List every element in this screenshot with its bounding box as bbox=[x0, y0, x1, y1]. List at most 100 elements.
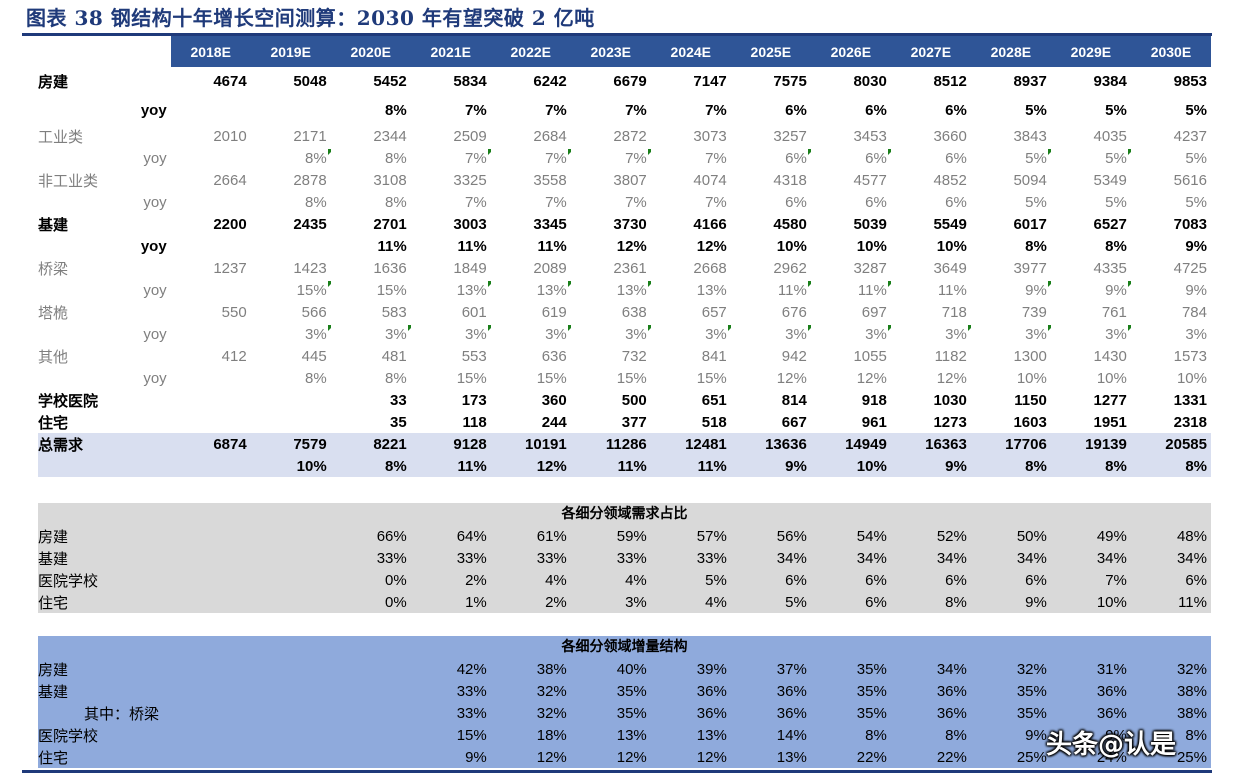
cell-value: 34% bbox=[856, 549, 887, 567]
cell-value: 66% bbox=[376, 527, 407, 545]
row-label: 房建 bbox=[38, 660, 69, 679]
cell-value: 10% bbox=[1131, 367, 1211, 389]
cell-value: 32% bbox=[1176, 660, 1207, 678]
cell-value: 7083 bbox=[1131, 213, 1211, 235]
cell-value: 20585 bbox=[1130, 433, 1211, 455]
cell-value: 3% bbox=[811, 323, 891, 345]
cell-value: 33% bbox=[456, 549, 487, 567]
row-label: 塔桅 bbox=[38, 303, 69, 322]
cell-text: 8% bbox=[385, 193, 407, 211]
cell-value: 718 bbox=[891, 301, 971, 323]
table-row: yoy 8% 8% 15% 15% 15% 15% 12% 12% 12% 10% 10% 10% bbox=[38, 367, 1211, 389]
cell-value: 12481 bbox=[650, 433, 731, 455]
cell-value: 6% bbox=[1185, 571, 1207, 589]
cell-value: 36% bbox=[776, 704, 807, 722]
cell-value: 8030 bbox=[811, 67, 891, 96]
cell-value bbox=[171, 367, 251, 389]
cell-value: 553 bbox=[411, 345, 491, 367]
cell-value: 9384 bbox=[1051, 67, 1131, 96]
cell-value bbox=[251, 389, 331, 411]
cell-text: 19139 bbox=[1085, 435, 1127, 453]
cell-text: 3073 bbox=[693, 127, 727, 145]
cell-value: 12% bbox=[490, 455, 571, 477]
cell-text: 761 bbox=[1101, 303, 1127, 321]
cell-value: 3108 bbox=[331, 169, 411, 191]
cell-text: 6527 bbox=[1093, 215, 1127, 233]
cell-text: 2664 bbox=[213, 171, 247, 189]
row-label bbox=[38, 279, 130, 301]
cell-value: 2344 bbox=[331, 125, 411, 147]
cell-value: 8% bbox=[331, 191, 411, 213]
cell-value: 19139 bbox=[1050, 433, 1131, 455]
cell-text: 244 bbox=[541, 413, 567, 431]
cell-text: 2089 bbox=[533, 259, 567, 277]
cell-value: 9% bbox=[730, 455, 811, 477]
cell-value: 7% bbox=[651, 147, 731, 169]
cell-value: 8% bbox=[945, 593, 967, 611]
cell-value bbox=[331, 702, 411, 724]
cell-value bbox=[171, 235, 251, 257]
cell-value: 6% bbox=[945, 571, 967, 589]
increment-structure-section: 各细分领域增量结构 房建 42% 38% 40% 39% 37% 35% 34% 32% 31% 3… bbox=[38, 636, 1211, 768]
cell-text: 9% bbox=[1185, 237, 1207, 255]
cell-value: 6% bbox=[891, 147, 971, 169]
cell-value: 8% bbox=[251, 147, 331, 169]
cell-value bbox=[331, 724, 411, 746]
cell-value: 9% bbox=[1025, 726, 1047, 744]
cell-text: 3325 bbox=[453, 171, 487, 189]
cell-text: 2344 bbox=[373, 127, 407, 145]
cell-text: 3345 bbox=[533, 215, 567, 233]
row-label bbox=[38, 367, 130, 389]
cell-value: 11% bbox=[650, 455, 731, 477]
cell-value: 34% bbox=[1096, 549, 1127, 567]
cell-value bbox=[171, 746, 251, 768]
cell-text: 4674 bbox=[213, 73, 247, 90]
cell-text: 5549 bbox=[933, 215, 967, 233]
cell-text: 961 bbox=[861, 413, 887, 431]
header-blank bbox=[38, 36, 130, 67]
cell-text: 3003 bbox=[453, 215, 487, 233]
cell-text: 1603 bbox=[1013, 413, 1047, 431]
cell-text: 12% bbox=[936, 369, 967, 387]
cell-value: 9% bbox=[1131, 235, 1211, 257]
cell-value: 2962 bbox=[731, 257, 811, 279]
cell-text: 11% bbox=[697, 457, 727, 475]
cell-text: 739 bbox=[1021, 303, 1047, 321]
cell-value: 16363 bbox=[890, 433, 971, 455]
cell-text: 481 bbox=[381, 347, 407, 365]
cell-value: 118 bbox=[411, 411, 491, 433]
year-header-row: 2018E 2019E 2020E 2021E 2022E 2023E 2024E 2025E… bbox=[38, 36, 1211, 67]
cell-value: 5% bbox=[705, 571, 727, 589]
row-label bbox=[38, 323, 130, 345]
cell-value bbox=[251, 746, 331, 768]
cell-value: 2% bbox=[545, 593, 567, 611]
cell-text: 412 bbox=[221, 347, 247, 365]
cell-text: 4166 bbox=[693, 215, 727, 233]
cell-value: 36% bbox=[1096, 704, 1127, 722]
cell-value: 7% bbox=[651, 191, 731, 213]
cell-text: 5% bbox=[1025, 193, 1047, 211]
cell-value: 22% bbox=[936, 748, 967, 766]
cell-text: 3649 bbox=[933, 259, 967, 277]
cell-value: 583 bbox=[331, 301, 411, 323]
cell-text-with-comment-flag: 6% bbox=[865, 148, 891, 167]
cell-text: 20585 bbox=[1165, 435, 1207, 453]
cell-value: 34% bbox=[936, 660, 967, 678]
cell-value: 8221 bbox=[330, 433, 411, 455]
cell-value: 5% bbox=[1131, 96, 1211, 125]
cell-text: 4577 bbox=[853, 171, 887, 189]
cell-text: 2509 bbox=[453, 127, 487, 145]
cell-value: 7% bbox=[571, 147, 651, 169]
row-sublabel: yoy bbox=[140, 237, 167, 255]
cell-text: 14949 bbox=[845, 435, 887, 453]
cell-value: 8% bbox=[1050, 455, 1131, 477]
row-label: 医院学校 bbox=[38, 726, 99, 745]
cell-value: 3% bbox=[251, 323, 331, 345]
increment-structure-table: 房建 42% 38% 40% 39% 37% 35% 34% 32% 31% 32% 基建 33% 32%… bbox=[38, 658, 1211, 768]
row-label: 工业类 bbox=[38, 127, 84, 146]
table-row: 基建 33% 32% 35% 36% 36% 35% 36% 35% 36% 38% bbox=[38, 680, 1211, 702]
cell-value: 15% bbox=[571, 367, 651, 389]
cell-value bbox=[251, 96, 331, 125]
cell-value: 48% bbox=[1176, 527, 1207, 545]
cell-text: 8% bbox=[1185, 457, 1207, 475]
